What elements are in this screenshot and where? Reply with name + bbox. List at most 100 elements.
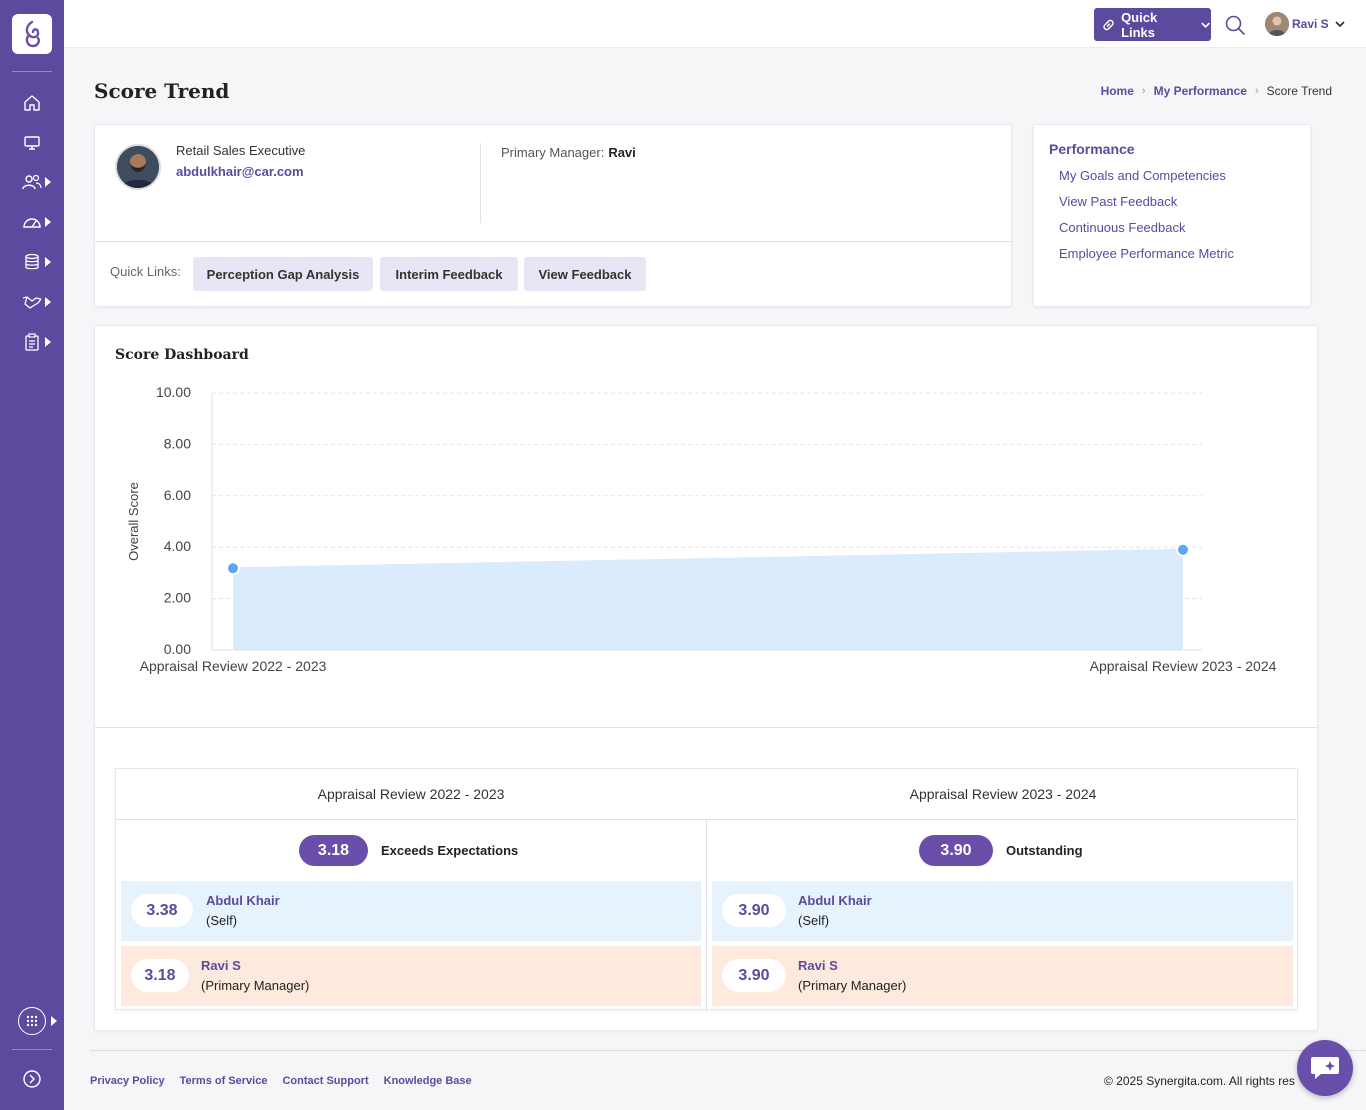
view-feedback-button[interactable]: View Feedback [524,257,646,291]
y-tick-label: 0.00 [164,641,191,657]
terms-of-service-link[interactable]: Terms of Service [179,1075,268,1087]
expand-icon[interactable] [22,1069,42,1089]
rating-label: Exceeds Expectations [381,843,519,858]
contact-support-link[interactable]: Contact Support [282,1075,369,1087]
quick-links-button[interactable]: Quick Links [1094,8,1211,41]
sidebar [0,0,64,1110]
logo-icon [25,20,40,48]
chevron-down-icon [1201,22,1210,28]
breadcrumb: Home › My Performance › Score Trend [1101,84,1332,98]
score-trend-chart: 0.00 2.00 4.00 6.00 8.00 10.00 Overall Score Ap… [126,384,1277,674]
reviewer-name[interactable]: Abdul Khair [206,893,280,908]
chat-button[interactable] [1297,1040,1353,1096]
y-tick-label: 8.00 [164,435,191,451]
database-expand-caret[interactable] [45,257,51,267]
manager-rating-row: 3.18 Ravi S (Primary Manager) [121,946,701,1006]
data-point [226,561,240,576]
breadcrumb-my-performance[interactable]: My Performance [1153,84,1247,98]
link-employee-performance-metric[interactable]: Employee Performance Metric [1059,246,1234,261]
performance-menu-title: Performance [1049,141,1135,157]
database-icon[interactable] [22,252,42,272]
profile-card: Retail Sales Executive abdulkhair@car.co… [94,124,1012,307]
chevron-right-icon: › [1141,85,1146,97]
primary-manager-value: Ravi [608,145,636,160]
reviewer-role: (Self) [798,913,830,928]
app-logo[interactable] [12,14,52,54]
self-rating-row: 3.38 Abdul Khair (Self) [121,881,701,941]
link-view-past-feedback[interactable]: View Past Feedback [1059,194,1178,209]
reviewer-name[interactable]: Ravi S [201,958,241,973]
x-tick-label: Appraisal Review 2022 - 2023 [140,658,327,674]
y-tick-label: 10.00 [156,384,191,400]
link-my-goals[interactable]: My Goals and Competencies [1059,168,1226,183]
y-tick-label: 6.00 [164,487,191,503]
quick-links-label: Quick Links [1121,9,1158,40]
footer-divider [90,1050,1366,1051]
monitor-icon[interactable] [22,133,42,153]
search-icon[interactable] [1224,14,1246,36]
x-tick-label: Appraisal Review 2023 - 2024 [1090,658,1277,674]
manager-rating-row: 3.90 Ravi S (Primary Manager) [712,946,1293,1006]
y-axis-label: Overall Score [126,482,141,561]
sidebar-divider [12,1049,52,1050]
manager-score: 3.90 [722,959,786,992]
profile-divider [480,143,481,223]
series-area [233,549,1183,650]
apps-grid-icon[interactable] [18,1007,46,1035]
overall-score-pill: 3.18 [299,835,368,866]
reviewer-role: (Primary Manager) [798,978,907,993]
employee-email[interactable]: abdulkhair@car.com [176,164,304,179]
summary-header-2022-2023: Appraisal Review 2022 - 2023 [317,786,505,802]
home-icon[interactable] [22,93,42,113]
top-bar: Quick Links Ravi S [64,0,1366,48]
employee-designation: Retail Sales Executive [176,143,306,158]
chat-icon [1311,1057,1339,1079]
dashboard-gauge-icon[interactable] [22,212,42,232]
breadcrumb-home[interactable]: Home [1100,84,1134,98]
knowledge-base-link[interactable]: Knowledge Base [383,1075,472,1087]
handshake-expand-caret[interactable] [45,297,51,307]
interim-feedback-button[interactable]: Interim Feedback [380,257,518,291]
reviewer-role: (Self) [206,913,238,928]
users-icon[interactable] [22,172,42,192]
summary-column-divider [706,819,707,1011]
handshake-icon[interactable] [22,292,42,312]
dashboard-expand-caret[interactable] [45,217,51,227]
privacy-policy-link[interactable]: Privacy Policy [90,1075,165,1087]
y-tick-label: 4.00 [164,538,191,554]
manager-score: 3.18 [131,959,189,992]
self-score: 3.38 [131,894,193,927]
users-expand-caret[interactable] [45,177,51,187]
user-name[interactable]: Ravi S [1292,17,1329,31]
user-avatar[interactable] [1265,12,1289,36]
self-score: 3.90 [722,894,786,927]
link-icon [1103,19,1114,30]
reviewer-name[interactable]: Abdul Khair [798,893,872,908]
self-rating-row: 3.90 Abdul Khair (Self) [712,881,1293,941]
link-continuous-feedback[interactable]: Continuous Feedback [1059,220,1186,235]
clipboard-icon[interactable] [22,332,42,352]
copyright-text: © 2025 Synergita.com. All rights res [1104,1074,1295,1088]
primary-manager-field: Primary Manager: Ravi [501,145,636,160]
reviewer-role: (Primary Manager) [201,978,310,993]
series-line [232,548,1184,570]
clipboard-expand-caret[interactable] [45,337,51,347]
dashboard-divider [95,727,1317,728]
primary-manager-label: Primary Manager: [501,145,605,160]
apps-expand-caret[interactable] [51,1016,57,1026]
performance-menu-card: Performance My Goals and Competencies Vi… [1033,124,1311,307]
summary-header-2023-2024: Appraisal Review 2023 - 2024 [909,786,1097,802]
sidebar-divider [12,71,52,72]
page-title: Score Trend [94,79,230,103]
profile-hdivider [95,241,1011,242]
chevron-down-icon[interactable] [1334,18,1346,30]
perception-gap-analysis-button[interactable]: Perception Gap Analysis [193,257,373,291]
data-point [1176,542,1190,557]
score-dashboard-card: Score Dashboard 0.00 2.00 4.00 6.00 8.00 10.0… [94,325,1318,1031]
profile-avatar [115,144,161,190]
reviewer-name[interactable]: Ravi S [798,958,838,973]
y-tick-label: 2.00 [164,590,191,606]
overall-score-pill: 3.90 [919,835,993,866]
quick-links-caption: Quick Links: [110,264,181,279]
rating-label: Outstanding [1006,843,1083,858]
